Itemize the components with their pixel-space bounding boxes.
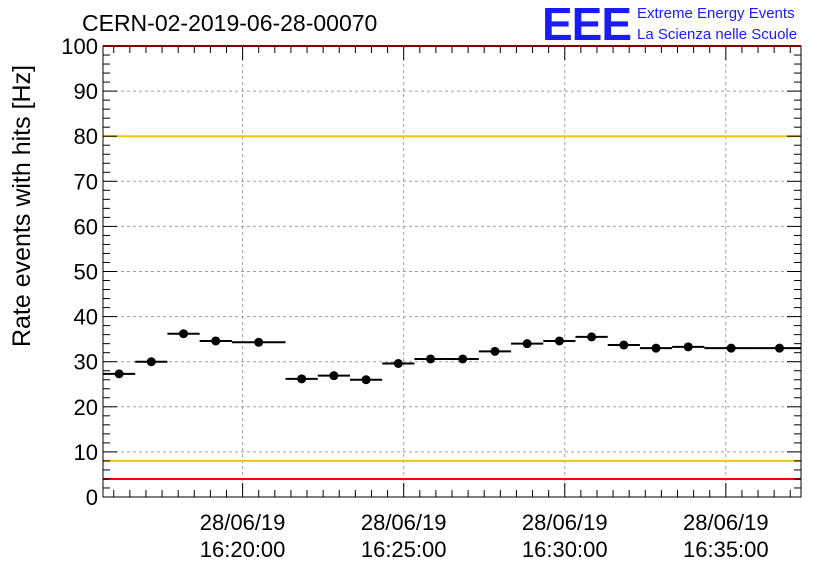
y-tick-labels: 0 10 20 30 40 50 60 70 80 90 100: [61, 34, 98, 510]
x-tick-time: 16:20:00: [200, 537, 286, 562]
x-tick-date: 28/06/19: [522, 510, 608, 535]
y-tick-label: 20: [74, 395, 98, 420]
data-point: [329, 371, 339, 381]
data-point: [297, 374, 307, 384]
data-point: [114, 369, 124, 379]
data-point: [211, 336, 221, 346]
data-point: [426, 354, 436, 364]
data-point: [775, 343, 785, 353]
data-point: [458, 354, 468, 364]
data-point: [683, 342, 693, 352]
data-point: [522, 339, 532, 349]
y-tick-label: 60: [74, 214, 98, 239]
data-point: [254, 337, 264, 347]
axes: [102, 45, 802, 498]
y-tick-label: 70: [74, 169, 98, 194]
y-tick-label: 80: [74, 124, 98, 149]
plot-frame: [102, 45, 802, 498]
data-point: [651, 343, 661, 353]
x-tick-date: 28/06/19: [683, 510, 769, 535]
data-point: [146, 357, 156, 367]
reference-lines: [103, 45, 801, 480]
x-tick-time: 16:35:00: [683, 537, 769, 562]
y-tick-label: 10: [74, 440, 98, 465]
y-axis-label: Rate events with hits [Hz]: [8, 65, 36, 347]
data-point: [393, 359, 403, 369]
data-point: [554, 336, 564, 346]
y-tick-label: 30: [74, 350, 98, 375]
data-point: [490, 346, 500, 356]
data-point: [619, 340, 629, 350]
x-tick-labels: 28/06/1916:20:0028/06/1916:25:0028/06/19…: [200, 510, 769, 562]
chart-title: CERN-02-2019-06-28-00070: [82, 10, 377, 36]
y-tick-label: 0: [86, 485, 98, 510]
x-tick-time: 16:30:00: [522, 537, 608, 562]
logo-line-1: Extreme Energy Events: [637, 5, 795, 22]
grid: [103, 46, 801, 497]
data-point: [587, 332, 597, 342]
eee-logo: EEE Extreme Energy Events La Scienza nel…: [542, 0, 797, 50]
y-tick-label: 100: [61, 34, 98, 59]
y-tick-label: 50: [74, 260, 98, 285]
y-tick-label: 40: [74, 305, 98, 330]
data-point: [726, 343, 736, 353]
logo-line-2: La Scienza nelle Scuole: [637, 26, 797, 43]
data-point: [179, 329, 189, 339]
logo-mark: EEE: [542, 0, 631, 50]
x-tick-time: 16:25:00: [361, 537, 447, 562]
x-tick-date: 28/06/19: [361, 510, 447, 535]
y-tick-label: 90: [74, 79, 98, 104]
data-point: [361, 375, 371, 385]
x-tick-date: 28/06/19: [200, 510, 286, 535]
data-points: [103, 329, 801, 385]
